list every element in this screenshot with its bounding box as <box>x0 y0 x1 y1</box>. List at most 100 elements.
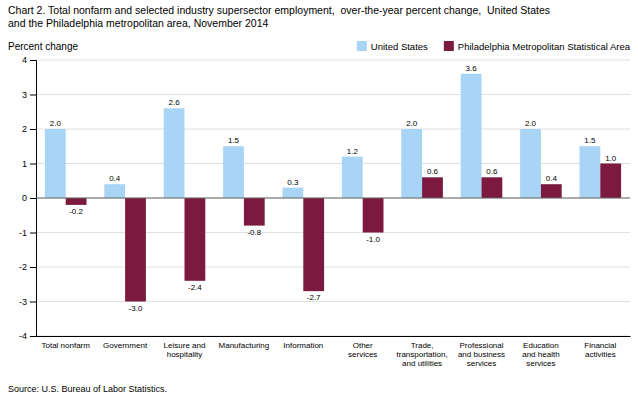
title-line: Chart 2. Total nonfarm and selected indu… <box>8 4 550 16</box>
source: Source: U.S. Bureau of Labor Statistics. <box>8 384 167 394</box>
bar-series <box>66 164 621 302</box>
x-tick: Trade,transportation,and utilities <box>397 336 448 368</box>
y-tick-mark <box>30 60 36 61</box>
bar <box>244 198 265 226</box>
y-tick: 3 <box>22 90 36 100</box>
data-label: 1.5 <box>584 136 596 145</box>
data-label: 2.0 <box>406 119 418 128</box>
x-tick-label: Financialactivities <box>584 341 616 359</box>
legend-item: United States <box>357 41 428 52</box>
x-tick-label-line: and health <box>522 350 559 359</box>
y-tick-mark <box>30 129 36 130</box>
y-tick-label: 4 <box>22 55 27 65</box>
title: Chart 2. Total nonfarm and selected indu… <box>8 4 550 29</box>
legend-item: Philadelphia Metropolitan Statistical Ar… <box>444 41 631 52</box>
y-tick-mark <box>30 164 36 165</box>
x-tick-label: Manufacturing <box>219 341 270 350</box>
bar <box>223 146 244 198</box>
x-tick-label-line: Professional <box>459 341 503 350</box>
bar <box>45 129 66 198</box>
x-tick-label-line: Information <box>283 341 323 350</box>
y-axis: -4 -3 -2 -1 0 1 2 3 4 <box>19 55 37 341</box>
bar <box>303 198 324 291</box>
y-tick-label: -4 <box>19 331 27 341</box>
bar <box>461 74 482 198</box>
legend: United States Philadelphia Metropolitan S… <box>357 41 631 52</box>
y-tick: 2 <box>22 124 36 134</box>
x-tick-label: Otherservices <box>348 341 377 359</box>
y-tick-label: -2 <box>19 262 27 272</box>
grid <box>36 60 630 336</box>
x-tick-label: Leisure andhospitality <box>164 341 206 359</box>
bar <box>600 164 621 199</box>
y-tick: 1 <box>22 159 36 169</box>
bar <box>342 157 363 198</box>
x-tick-label-line: Education <box>523 341 559 350</box>
y-tick-label: 3 <box>22 90 27 100</box>
legend-label: Philadelphia Metropolitan Statistical Ar… <box>458 41 631 52</box>
data-label: 2.6 <box>169 98 181 107</box>
bar <box>482 177 503 198</box>
y-tick-label: -1 <box>19 228 27 238</box>
bar <box>401 129 422 198</box>
x-tick: Leisure andhospitality <box>164 336 206 359</box>
x-tick-label-line: transportation, <box>397 350 448 359</box>
x-tick-label-line: activities <box>585 350 616 359</box>
data-label: -0.8 <box>247 228 261 237</box>
x-tick-label-line: services <box>467 359 496 368</box>
data-label: 3.6 <box>466 64 478 73</box>
x-tick-label: Trade,transportation,and utilities <box>397 341 448 368</box>
bar <box>541 184 562 198</box>
bar <box>580 146 601 198</box>
x-tick-label-line: and utilities <box>402 359 442 368</box>
data-label: 1.5 <box>228 136 240 145</box>
data-label: -3.0 <box>129 304 143 313</box>
data-label: -1.0 <box>366 235 380 244</box>
data-label: -2.7 <box>307 293 321 302</box>
y-tick: -1 <box>19 228 36 238</box>
y-tick-label: 0 <box>22 193 27 203</box>
y-axis-line <box>30 61 37 337</box>
bar <box>66 198 87 205</box>
x-tick-label-line: Total nonfarm <box>41 341 90 350</box>
x-tick-label-line: services <box>526 359 555 368</box>
data-label: 2.0 <box>525 119 537 128</box>
y-tick: 0 <box>22 193 36 203</box>
chart-svg: Chart 2. Total nonfarm and selected indu… <box>0 0 638 398</box>
x-tick-label-line: and business <box>458 350 505 359</box>
y-tick-mark <box>30 267 36 268</box>
x-tick: Professionaland businessservices <box>458 336 505 368</box>
grid-line <box>36 60 630 61</box>
x-tick-label-line: hospitality <box>167 350 203 359</box>
x-tick: Educationand healthservices <box>522 336 559 368</box>
bar <box>283 188 304 198</box>
data-label: 2.0 <box>50 119 62 128</box>
legend-swatch <box>357 41 367 51</box>
y-tick-mark <box>30 336 36 337</box>
bar <box>422 177 443 198</box>
x-tick-label-line: Government <box>103 341 148 350</box>
y-tick-mark <box>30 233 36 234</box>
x-tick-label: Information <box>283 341 323 350</box>
data-label: 1.2 <box>347 147 359 156</box>
x-tick-label-line: Trade, <box>411 341 434 350</box>
x-tick-label: Total nonfarm <box>41 341 90 350</box>
y-tick-mark <box>30 302 36 303</box>
x-tick-label: Educationand healthservices <box>522 341 559 368</box>
bar <box>164 108 185 198</box>
data-label: 0.4 <box>109 174 121 183</box>
bar <box>363 198 384 233</box>
x-tick: Otherservices <box>348 336 377 359</box>
data-label: 0.4 <box>546 174 558 183</box>
y-axis-title: Percent change <box>8 41 78 52</box>
data-label: -2.4 <box>188 283 202 292</box>
data-label: 0.3 <box>287 178 299 187</box>
bar <box>125 198 146 302</box>
bar-series <box>45 74 600 198</box>
bar <box>185 198 206 281</box>
y-tick: -2 <box>19 262 36 272</box>
x-tick-label-line: Manufacturing <box>219 341 270 350</box>
y-tick-label: -3 <box>19 297 27 307</box>
x-tick: Manufacturing <box>219 336 270 350</box>
grid-line <box>36 198 630 199</box>
